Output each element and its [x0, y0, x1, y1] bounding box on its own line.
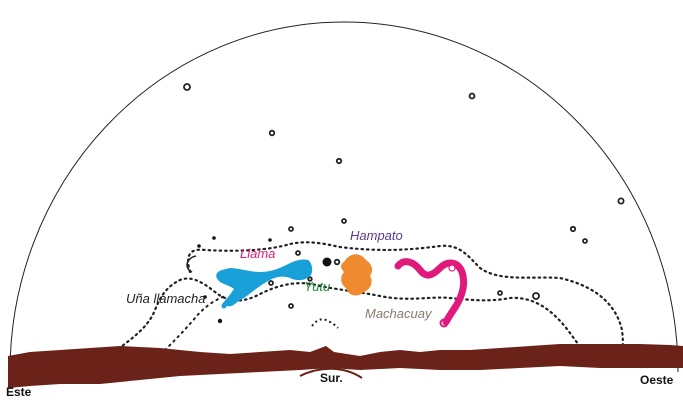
star — [295, 250, 301, 256]
label-east: Este — [6, 385, 32, 399]
milky-way-outline-lower — [112, 277, 594, 366]
star — [582, 238, 588, 244]
star-dark — [197, 244, 201, 248]
star — [569, 225, 577, 233]
dark-cloud-fragment — [311, 318, 339, 329]
milky-way-inner-dots — [164, 295, 226, 351]
label-west: Oeste — [640, 373, 674, 387]
label-yutu: Yutu — [304, 279, 331, 294]
star-dark — [322, 257, 332, 267]
star — [532, 292, 540, 300]
star — [288, 303, 294, 309]
horizon-silhouette — [8, 344, 683, 388]
hampato-shape — [341, 254, 373, 296]
star — [335, 157, 343, 165]
star — [497, 290, 503, 296]
stars — [183, 83, 625, 309]
star-dark — [268, 238, 272, 242]
sky-dome-arc — [9, 21, 679, 373]
llama-shape — [216, 259, 313, 307]
star-dark — [217, 318, 223, 324]
label-south: Sur. — [320, 371, 343, 385]
star — [333, 258, 341, 266]
star — [307, 276, 313, 282]
milky-way-outline-upper — [187, 241, 624, 367]
llama-leg — [221, 287, 239, 309]
star-dark — [203, 295, 207, 299]
machacuay-head — [439, 318, 449, 328]
star — [268, 129, 276, 137]
star — [183, 83, 191, 91]
machacuay-shape — [394, 258, 468, 326]
star — [341, 218, 347, 224]
star — [288, 226, 294, 232]
uña-llamacha-hook — [186, 255, 197, 273]
south-marker-line — [231, 361, 263, 365]
star — [617, 197, 625, 205]
star — [268, 280, 274, 286]
south-marker-curve — [299, 367, 363, 379]
machacuay-coil — [448, 264, 456, 272]
label-hampato: Hampato — [350, 228, 403, 243]
label-llama: Llama — [240, 246, 276, 261]
south-marker-line — [397, 357, 421, 361]
label-machacuay: Machacuay — [365, 306, 432, 321]
star — [468, 92, 476, 100]
label-una-llamacha: Uña llamacha — [126, 291, 206, 306]
star-dark — [212, 236, 216, 240]
